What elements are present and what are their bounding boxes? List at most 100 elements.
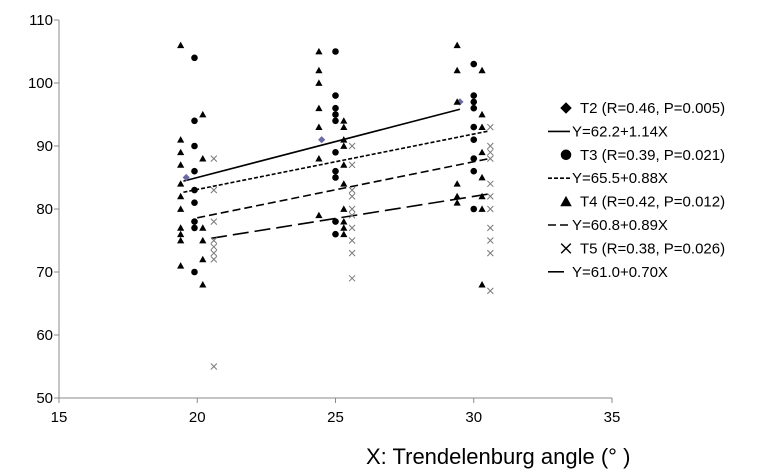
data-point-t4 <box>177 262 185 269</box>
data-point-t4 <box>177 192 185 200</box>
data-point-t4 <box>315 66 323 74</box>
data-point-t2 <box>182 173 190 182</box>
legend-label-t2: T2 (R=0.46, P=0.005) <box>580 100 725 117</box>
data-point-t3 <box>332 92 339 99</box>
data-point-t5 <box>210 363 218 370</box>
x-tick-label: 20 <box>189 409 206 426</box>
x-tick-label: 30 <box>465 409 482 426</box>
fit-line-4 <box>197 158 488 219</box>
y-tick-label: 80 <box>36 201 53 218</box>
data-point-t4 <box>453 98 461 105</box>
data-point-t5 <box>486 180 494 188</box>
legend-marker-t2 <box>560 102 572 114</box>
data-point-t3 <box>191 186 198 194</box>
data-point-t4 <box>199 281 207 288</box>
data-point-t5 <box>486 224 494 232</box>
data-point-t4 <box>315 211 323 219</box>
data-point-t3 <box>191 54 198 62</box>
data-point-t4 <box>177 180 185 187</box>
data-point-t3 <box>191 142 198 150</box>
data-point-t4 <box>340 123 348 130</box>
data-point-t5 <box>210 155 218 162</box>
data-point-t4 <box>177 148 185 156</box>
data-point-t3 <box>191 268 198 276</box>
legend-equation-t2: Y=62.2+1.14X <box>572 123 668 140</box>
data-point-t4 <box>340 161 348 168</box>
data-point-t4 <box>340 180 348 187</box>
data-point-t4 <box>199 236 207 244</box>
data-points <box>177 41 494 370</box>
data-point-t4 <box>340 136 348 143</box>
data-point-t5 <box>486 123 494 131</box>
data-point-t4 <box>453 199 461 206</box>
data-point-t4 <box>340 117 348 124</box>
x-axis-title: X: Trendelenburg angle (° ) <box>366 444 630 469</box>
data-point-t3 <box>332 218 339 225</box>
data-point-t5 <box>486 148 494 156</box>
data-point-t3 <box>191 167 198 175</box>
data-point-t4 <box>478 205 486 212</box>
data-point-t5 <box>210 249 218 257</box>
data-point-t3 <box>191 224 198 232</box>
legend: T2 (R=0.46, P=0.005) Y=62.2+1.14X T3 (R=0.… <box>548 100 725 281</box>
data-point-t3 <box>332 117 339 125</box>
data-point-t4 <box>177 136 185 143</box>
data-point-t5 <box>348 211 356 219</box>
legend-equation-t4: Y=60.8+0.89X <box>572 217 668 234</box>
y-tick-label: 100 <box>28 75 53 92</box>
data-point-t4 <box>340 205 348 212</box>
data-point-t4 <box>453 192 461 200</box>
data-point-t4 <box>315 47 323 55</box>
fit-lines <box>183 108 488 240</box>
data-point-t5 <box>210 256 218 263</box>
data-point-t3 <box>470 104 478 112</box>
data-point-t5 <box>486 249 494 257</box>
y-tick-label: 60 <box>36 327 53 344</box>
data-point-t5 <box>348 161 356 169</box>
data-point-t4 <box>478 148 486 156</box>
data-point-t5 <box>486 287 494 295</box>
data-point-t4 <box>478 110 486 118</box>
x-tick-label: 25 <box>327 409 344 426</box>
legend-marker-t4 <box>560 195 572 207</box>
legend-marker-t3 <box>560 149 572 161</box>
data-point-t4 <box>478 173 486 181</box>
data-point-t4 <box>315 155 323 162</box>
data-point-t4 <box>340 224 348 231</box>
data-point-t5 <box>348 205 356 213</box>
data-point-t5 <box>486 142 494 150</box>
data-point-t4 <box>199 224 207 231</box>
data-point-t3 <box>470 136 478 143</box>
data-point-t5 <box>348 186 356 194</box>
data-point-t3 <box>470 60 478 68</box>
legend-marker-t5 <box>560 243 572 254</box>
data-point-t4 <box>177 205 185 212</box>
data-point-t5 <box>486 155 494 162</box>
data-point-t5 <box>348 193 356 200</box>
legend-equation-t5: Y=61.0+0.70X <box>572 264 668 281</box>
data-point-t3 <box>191 117 198 125</box>
y-tick-label: 90 <box>36 138 53 155</box>
data-point-t3 <box>191 199 198 206</box>
data-point-t4 <box>315 123 323 130</box>
legend-equation-t3: Y=65.5+0.88X <box>572 170 668 187</box>
data-point-t3 <box>332 167 339 175</box>
data-point-t5 <box>210 218 218 225</box>
data-point-t4 <box>453 66 461 74</box>
data-point-t4 <box>177 41 185 49</box>
data-point-t5 <box>486 205 494 213</box>
data-point-t4 <box>340 142 348 149</box>
data-point-t2 <box>318 136 326 144</box>
data-point-t5 <box>210 186 218 194</box>
x-tick-label: 35 <box>604 409 621 426</box>
data-point-t3 <box>332 149 339 156</box>
data-point-t3 <box>470 205 478 213</box>
data-point-t5 <box>348 274 356 282</box>
data-point-t4 <box>478 123 486 130</box>
data-point-t4 <box>478 281 486 288</box>
data-point-t3 <box>470 92 478 99</box>
data-point-t3 <box>332 174 339 181</box>
data-point-t5 <box>348 142 356 150</box>
data-point-t5 <box>348 224 356 232</box>
